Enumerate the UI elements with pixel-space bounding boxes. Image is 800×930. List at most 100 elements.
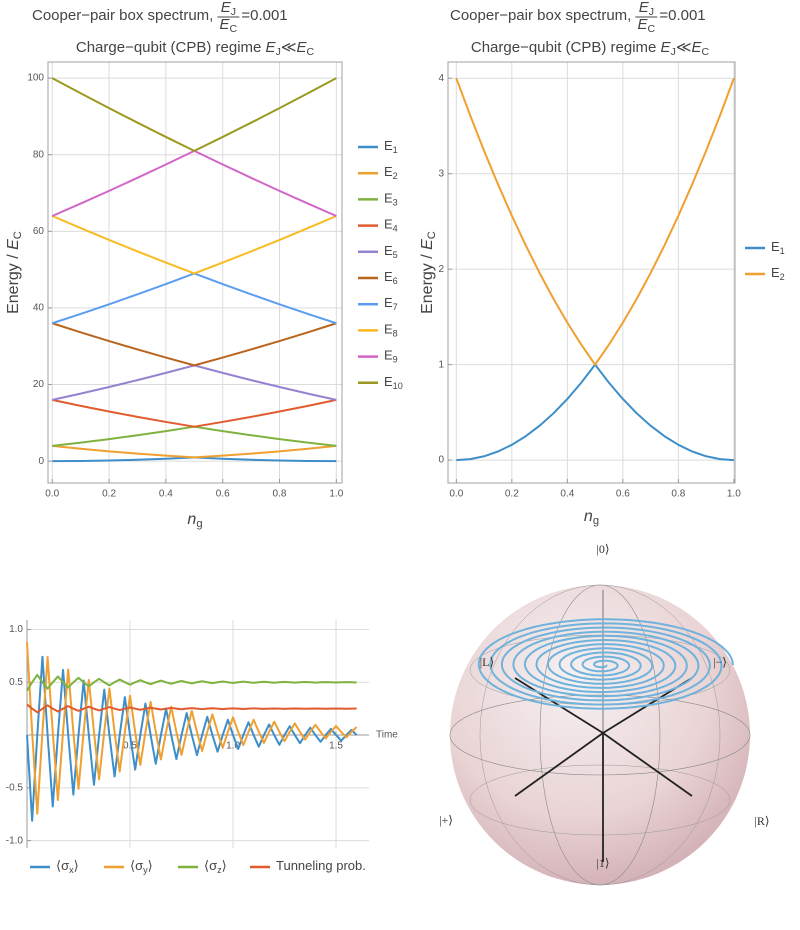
- x-tick-label: 1.0: [226, 741, 240, 752]
- text-part: E: [384, 165, 393, 180]
- legend-label: E3: [384, 191, 398, 208]
- series-line: [26, 673, 357, 692]
- series-line: [455, 77, 735, 366]
- legend-label: ⟨σy⟩: [130, 858, 153, 875]
- fraction-denominator: EC: [220, 16, 238, 35]
- text-part: J: [276, 46, 281, 58]
- text-part: E: [384, 243, 393, 258]
- x-tick-label: 0.8: [671, 489, 685, 500]
- legend-label: ⟨σz⟩: [204, 858, 227, 875]
- text-part: 2: [393, 172, 398, 182]
- x-tick-label: 0.2: [505, 489, 519, 500]
- text-part: Charge−qubit (CPB) regime: [76, 39, 266, 56]
- series-line: [26, 642, 358, 815]
- text-part: C: [230, 23, 238, 35]
- text-part: J: [671, 46, 676, 58]
- text-part: 1: [780, 246, 785, 256]
- x-tick-label: 1.0: [329, 489, 343, 500]
- text-part: Energy /: [419, 250, 436, 314]
- text-part: E: [419, 239, 436, 250]
- y-tick-label: 60: [33, 226, 45, 237]
- bloch-sphere: |0⟩ |1⟩ |+⟩ |R⟩ |L⟩ |−⟩: [439, 542, 770, 886]
- text-part: E: [771, 239, 780, 254]
- text-part: E: [384, 296, 393, 311]
- x-tick-label: 1.5: [329, 741, 343, 752]
- text-part: C: [702, 46, 710, 58]
- text-part: 10: [393, 381, 403, 391]
- text-part: C: [648, 23, 656, 35]
- text-part: Energy /: [5, 250, 22, 314]
- legend-label: E6: [384, 269, 398, 286]
- series-line: [52, 444, 337, 459]
- series-line: [52, 364, 337, 401]
- text-part: g: [593, 515, 599, 527]
- chart: 0.0 0.2 0.4 0.6 0.8 1.0020406080100E1E2E3E4E5…: [5, 0, 403, 530]
- series-line: [51, 149, 337, 217]
- x-axis-label: ng: [187, 511, 202, 530]
- state-label: |+⟩: [439, 813, 453, 827]
- series-line: [52, 398, 337, 428]
- legend-label: E2: [771, 265, 785, 282]
- y-tick-label: 3: [438, 168, 444, 179]
- latitude: [469, 764, 731, 836]
- text-part: C: [307, 46, 315, 58]
- series-line: [456, 363, 734, 462]
- text-part: 7: [393, 303, 398, 313]
- series-line: [51, 77, 337, 152]
- chart-subtitle: Charge−qubit (CPB) regime EJ≪EC: [471, 39, 710, 58]
- x-tick-label: 0.4: [159, 489, 173, 500]
- y-tick-label: 0: [438, 455, 444, 466]
- text-part: Charge−qubit (CPB) regime: [471, 39, 661, 56]
- text-part: 1: [393, 145, 398, 155]
- text-part: E: [220, 16, 231, 33]
- y-tick-label: 1.0: [9, 624, 23, 635]
- text-part: n: [584, 508, 593, 525]
- legend-label: E1: [771, 239, 785, 256]
- text-part: Tunneling prob.: [276, 858, 366, 873]
- y-tick-label: 0.5: [9, 677, 23, 688]
- y-tick-label: 4: [438, 73, 444, 84]
- text-part: J: [231, 6, 236, 18]
- plot-frame: [47, 61, 343, 484]
- series-line: [26, 703, 357, 714]
- fraction-denominator: EC: [638, 16, 656, 35]
- x-tick-label: 0.0: [449, 489, 463, 500]
- legend-label: E10: [384, 374, 403, 391]
- text-part: C: [426, 231, 438, 239]
- text-part: 3: [393, 198, 398, 208]
- text-part: g: [196, 518, 202, 530]
- x-axis-label: Time: [376, 730, 398, 741]
- text-part: E: [384, 348, 393, 363]
- text-part: C: [12, 231, 24, 239]
- x-axis-label: ng: [584, 508, 599, 527]
- y-tick-label: 0: [38, 456, 44, 467]
- chart: 0.5 1.0 1.5-1.0-0.50.51.0⟨σx⟩ ⟨σy⟩ ⟨σz⟩ Tunne…: [6, 620, 398, 875]
- text-part: 5: [393, 250, 398, 260]
- y-axis-label: Energy / EC: [5, 231, 24, 314]
- text-part: ≪: [281, 39, 297, 56]
- x-tick-label: 0.5: [123, 741, 137, 752]
- chart-title: Cooper−pair box spectrum,: [32, 7, 213, 24]
- x-tick-label: 1.0: [727, 489, 741, 500]
- state-label: |−⟩: [713, 655, 727, 669]
- text-part: ≪: [676, 39, 692, 56]
- text-part: E: [384, 191, 393, 206]
- y-tick-label: 80: [33, 149, 45, 160]
- text-part: E: [384, 374, 393, 389]
- text-part: E: [384, 269, 393, 284]
- fraction-numerator: EJ: [221, 0, 236, 18]
- ratio: =0.001: [241, 7, 287, 24]
- trajectory: [477, 618, 734, 710]
- series-line: [26, 655, 358, 822]
- y-tick-label: 100: [27, 73, 44, 84]
- y-tick-label: 40: [33, 303, 45, 314]
- y-tick-label: -0.5: [6, 782, 24, 793]
- state-label: |L⟩: [480, 655, 494, 669]
- text-part: y: [143, 865, 148, 875]
- legend-label: E1: [384, 138, 398, 155]
- text-part: 4: [393, 224, 398, 234]
- y-axis-label: Energy / EC: [419, 231, 438, 314]
